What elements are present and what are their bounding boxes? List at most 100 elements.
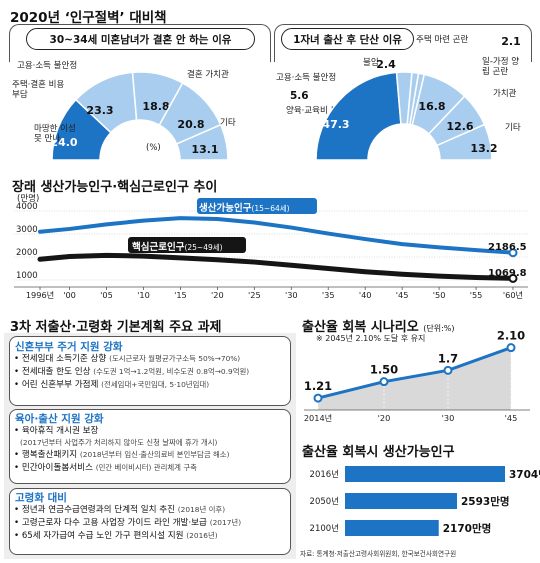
donut-left-label-4: 결혼 가치관 bbox=[187, 70, 229, 80]
donut-left-value-1: 24.0 bbox=[50, 136, 77, 149]
donut-left-unit: (%) bbox=[146, 143, 161, 153]
donut-right-slice-1 bbox=[315, 71, 402, 161]
line-title: 장래 생산가능인구·핵심근로인구 추이 bbox=[12, 180, 218, 195]
scenario-point-2 bbox=[379, 377, 389, 387]
scenario-area bbox=[318, 347, 511, 410]
plan-section-2 bbox=[9, 409, 291, 484]
scenario-x-tick-1: 2014년 bbox=[304, 413, 332, 423]
donut-left-slice-5 bbox=[175, 123, 229, 161]
donut-left-label-5: 기타 bbox=[220, 118, 236, 128]
working-series-label: 생산가능인구(15~64세) bbox=[199, 203, 290, 214]
donut-left-value-2: 23.3 bbox=[86, 104, 113, 117]
series-end-point-1 bbox=[508, 248, 518, 258]
scenario-note: ※ 2045년 2.10% 도달 후 유지 bbox=[316, 334, 426, 343]
scenario-x-tick-3: '30 bbox=[442, 413, 455, 423]
core-end-label: 1069.8 bbox=[488, 268, 527, 279]
source-note: 자료: 통계청·저출산고령사회위원회, 한국보건사회연구원 bbox=[300, 550, 457, 558]
bar-value-1: 3704만명 bbox=[509, 468, 540, 481]
y-tick-1: 1000 bbox=[16, 271, 38, 281]
x-tick-10: '40 bbox=[359, 290, 372, 300]
core-label-box bbox=[128, 237, 246, 253]
x-tick-9: '35 bbox=[322, 290, 335, 300]
plan-title: 3차 저출산·고령화 기본계획 주요 과제 bbox=[10, 320, 222, 335]
scenario-point-1 bbox=[313, 393, 323, 403]
plan-item-2-3: • 행복출산패키지 (2018년부터 임신·출산의료비 본인부담금 해소) bbox=[14, 450, 230, 460]
main-title: 2020년 ‘인구절벽’ 대비책 bbox=[10, 10, 167, 26]
bars-title: 출산율 회복시 생산가능인구 bbox=[302, 445, 455, 460]
donut-left-title: 30~34세 미혼남녀가 결혼 안 하는 이유 bbox=[49, 34, 232, 46]
donut-right-label-7: 양육·교육비 부담 bbox=[286, 106, 347, 116]
scenario-title: 출산율 회복 시나리오 (단위:%) bbox=[302, 320, 455, 335]
plan-item-2-2: (2017년부터 사업주가 처리하지 않아도 신청 날짜에 휴가 개시) bbox=[20, 438, 218, 447]
plan-item-1-3: • 어린 신혼부부 가점제 (전세임대+국민임대, 5·10년임대) bbox=[14, 380, 210, 390]
donut-right-value-7: 13.2 bbox=[470, 142, 497, 155]
bar-category-1: 2016년 bbox=[310, 469, 339, 480]
donut-right-label-2: 불임 bbox=[363, 58, 379, 68]
bar-value-2: 2593만명 bbox=[461, 495, 510, 508]
bar-2 bbox=[345, 493, 458, 509]
plan-item-1-1: • 전세임대 소득기준 상향 (도시근로자 월평균가구소득 50%→70%) bbox=[14, 354, 241, 364]
donut-right-value-2: 5.6 bbox=[290, 90, 309, 102]
plan-section-3 bbox=[9, 488, 291, 555]
donut-right-value-6: 12.6 bbox=[446, 120, 473, 133]
x-tick-7: '25 bbox=[248, 290, 261, 300]
donut-right-value-5: 16.8 bbox=[418, 100, 445, 113]
plan-item-1-2: • 전세대출 한도 인상 (수도권 1억→1.2억원, 비수도권 0.8억→0.… bbox=[14, 367, 250, 377]
plan-section-1-head: 신혼부부 주거 지원 강화 bbox=[15, 341, 123, 353]
donut-left-frame bbox=[9, 24, 271, 62]
donut-left-label-1: 고용·소득 불안정 bbox=[17, 61, 78, 71]
series-line-2 bbox=[37, 252, 516, 281]
donut-right-title-pill bbox=[281, 28, 414, 50]
core-series-label: 핵심근로인구(25~49세) bbox=[132, 242, 223, 253]
donut-right-label-1: 고용·소득 불안정 bbox=[276, 73, 337, 83]
line-unit: (만명) bbox=[17, 194, 40, 204]
bar-category-3: 2100년 bbox=[310, 523, 339, 534]
donut-right-value-4: 2.1 bbox=[501, 35, 521, 48]
donut-right-label-4: 일-가정 양립 곤란 bbox=[482, 57, 520, 77]
y-tick-4: 4000 bbox=[16, 202, 38, 212]
donut-right-label-6: 기타 bbox=[505, 123, 521, 133]
scenario-line bbox=[317, 346, 512, 400]
working-label-box bbox=[197, 198, 317, 214]
donut-right-value-1: 47.3 bbox=[322, 118, 349, 131]
donut-left-value-4: 20.8 bbox=[177, 118, 204, 131]
scenario-value-3: 1.7 bbox=[438, 351, 458, 365]
x-tick-13: '55 bbox=[470, 290, 483, 300]
plan-item-3-2: • 고령근로자 다수 고용 사업장 가이드 라인 개발·보급 (2017년) bbox=[14, 518, 242, 528]
x-tick-11: '45 bbox=[396, 290, 409, 300]
x-tick-3: '05 bbox=[100, 290, 113, 300]
bar-category-2: 2050년 bbox=[310, 496, 339, 507]
donut-left-title-pill bbox=[26, 28, 255, 50]
scenario-value-2: 1.50 bbox=[370, 363, 398, 377]
plan-section-3-head: 고령화 대비 bbox=[15, 492, 67, 504]
scenario-point-3 bbox=[443, 365, 453, 375]
x-tick-5: '15 bbox=[174, 290, 187, 300]
series-line-1 bbox=[38, 216, 515, 255]
donut-left-label-3: 마땅한 이성 못 만나 bbox=[34, 124, 76, 144]
scenario-value-4: 2.10 bbox=[497, 329, 525, 343]
plan-section-1 bbox=[9, 336, 291, 406]
donut-left-value-3: 18.8 bbox=[142, 100, 169, 113]
working-end-label: 2186.5 bbox=[488, 242, 527, 253]
x-tick-1: 1996년 bbox=[26, 290, 54, 300]
y-tick-2: 2000 bbox=[16, 248, 38, 258]
plan-item-2-4: • 민간아이돌봄서비스 (민간 베이비시터) 관리체계 구축 bbox=[14, 463, 197, 473]
x-tick-14: '60년 bbox=[503, 290, 523, 300]
donut-right-label-5: 가치관 bbox=[493, 89, 517, 99]
bar-3 bbox=[345, 520, 439, 536]
bar-1 bbox=[345, 466, 505, 482]
scenario-x-tick-4: '45 bbox=[505, 413, 518, 423]
donut-right-label-3: 주택 마련 곤란 bbox=[416, 35, 469, 45]
donut-right-title: 1자녀 출산 후 단산 이유 bbox=[293, 34, 402, 46]
x-tick-4: '10 bbox=[137, 290, 150, 300]
donut-left-value-5: 13.1 bbox=[191, 143, 218, 156]
scenario-point-4 bbox=[506, 343, 516, 353]
y-tick-3: 3000 bbox=[16, 225, 38, 235]
series-end-point-2 bbox=[508, 273, 518, 283]
scenario-value-1: 1.21 bbox=[304, 379, 332, 393]
